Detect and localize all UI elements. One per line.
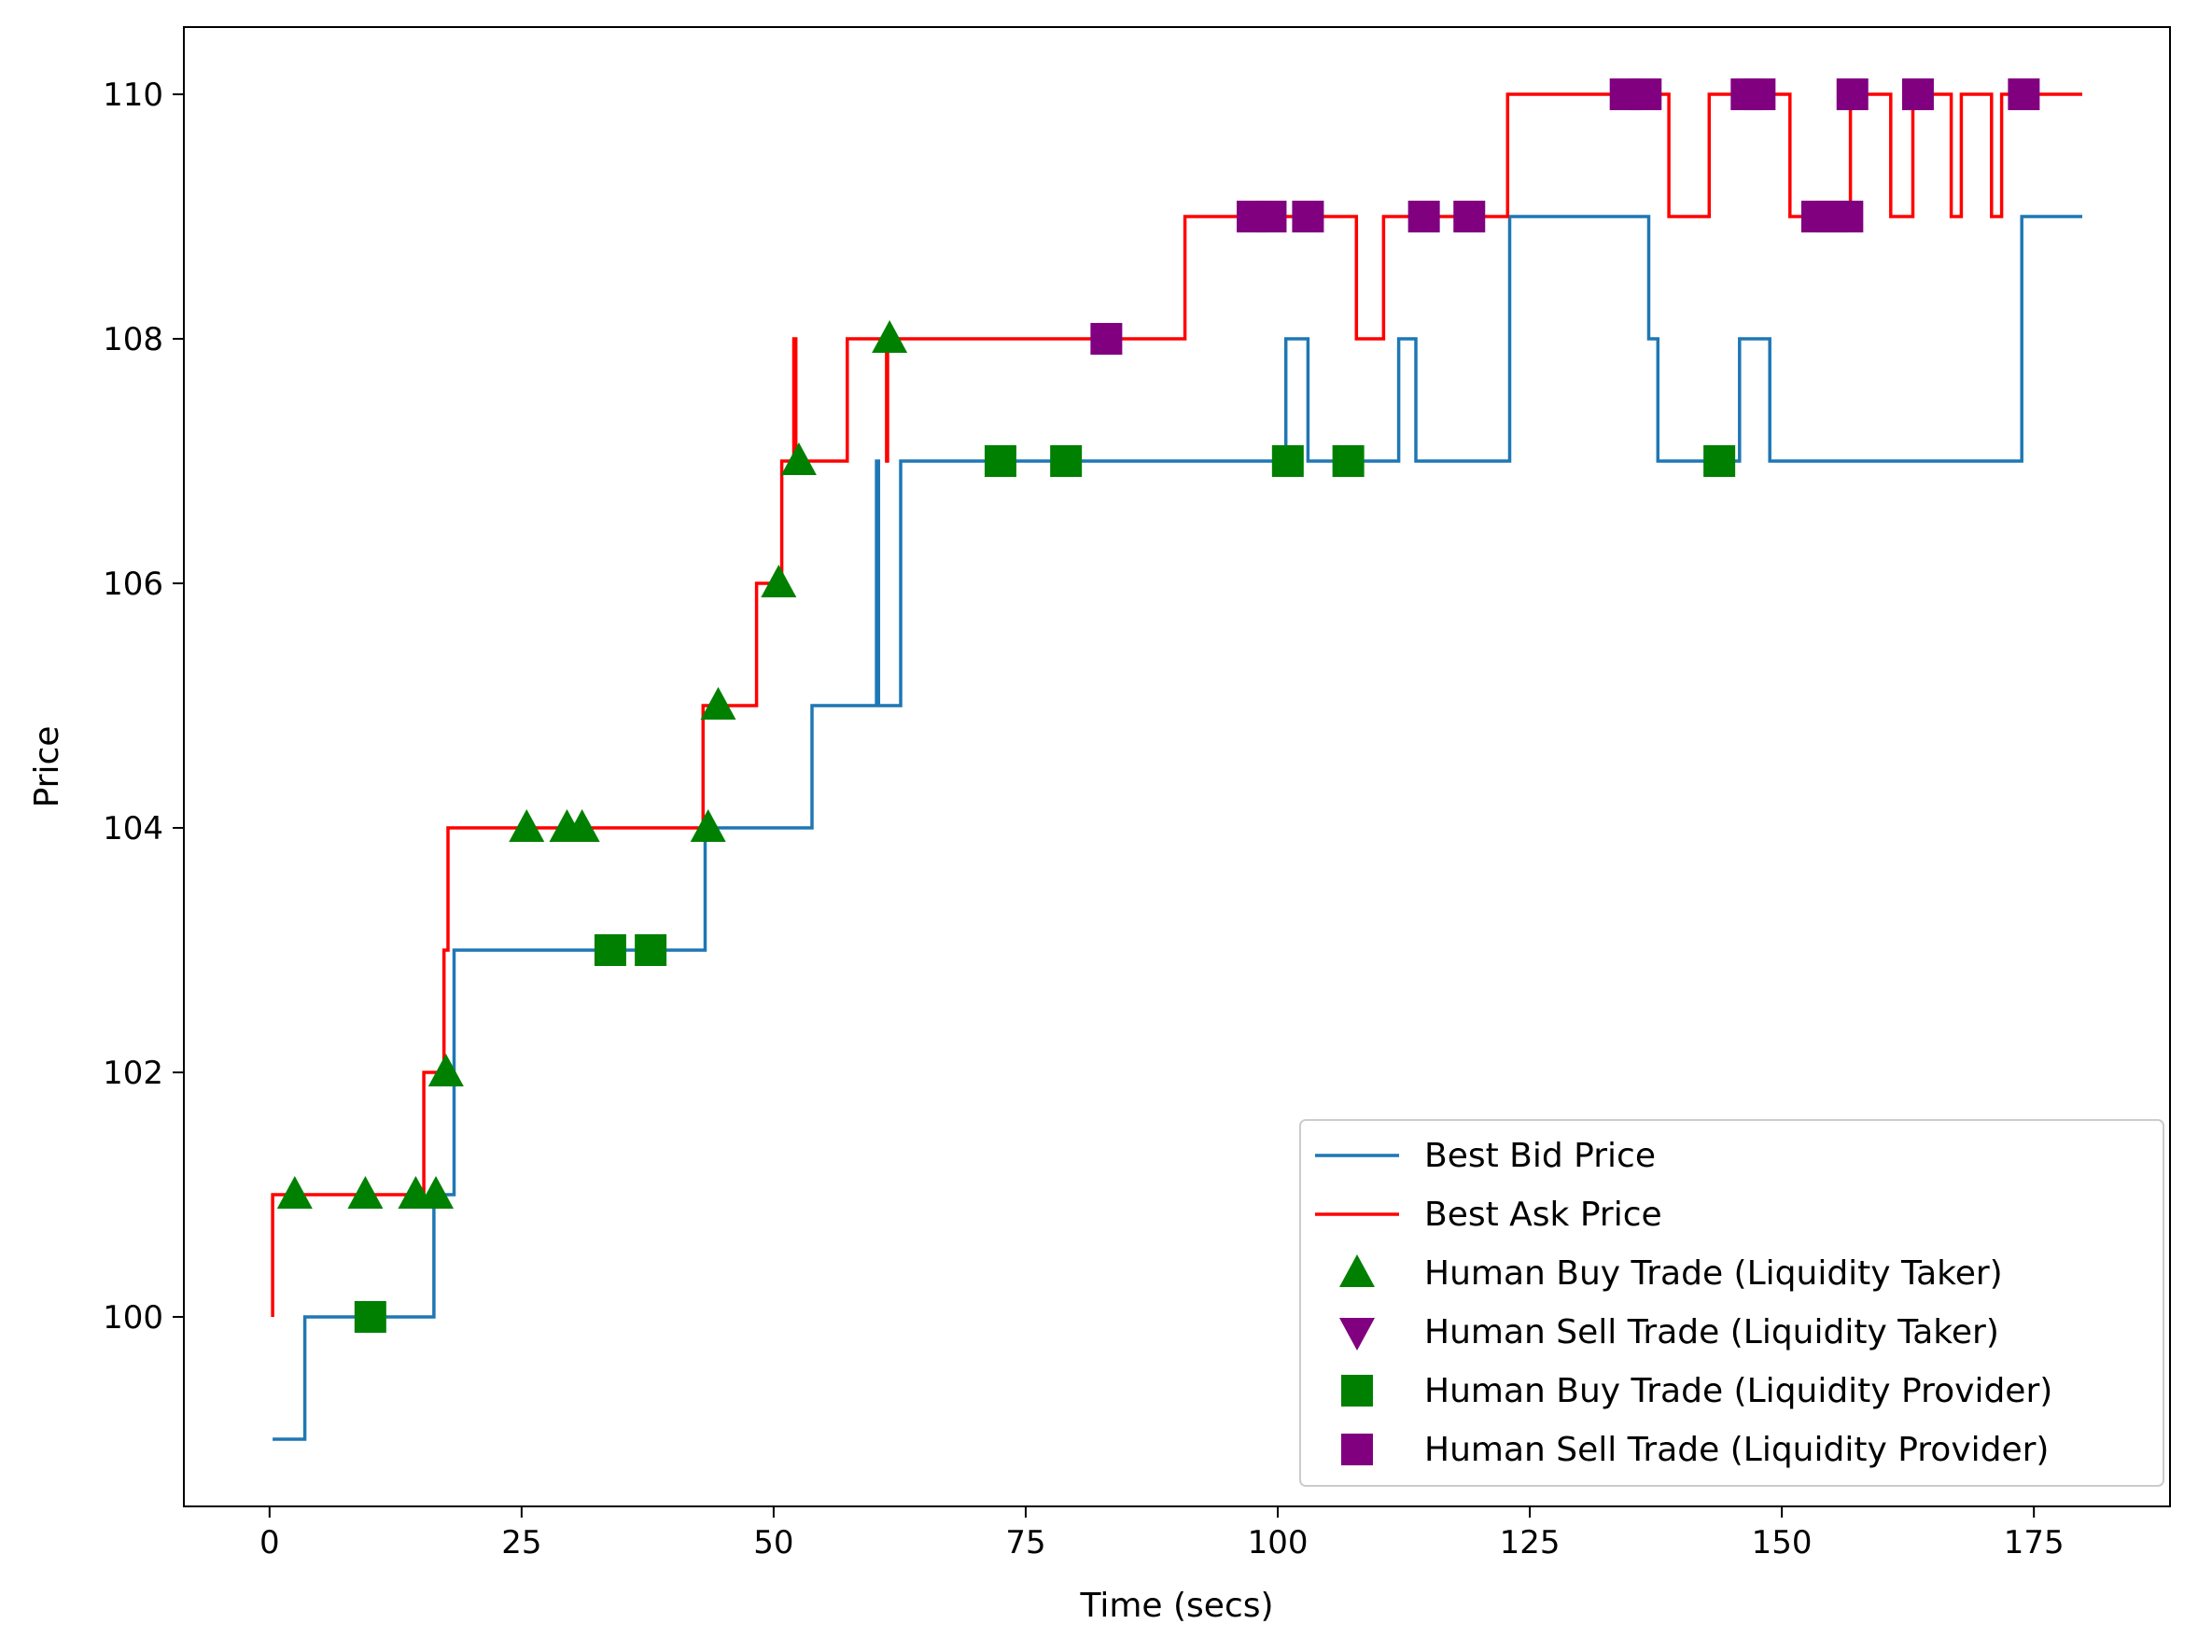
legend-box xyxy=(1299,1119,2164,1487)
legend-swatch-human-sell-trade-liquidity-taker xyxy=(1339,1318,1375,1351)
human-buy-trade-liquidity-taker-point xyxy=(872,320,908,354)
legend-swatch-human-buy-trade-liquidity-taker xyxy=(1339,1254,1375,1287)
x-tick-label: 125 xyxy=(1500,1524,1561,1561)
x-tick-label: 25 xyxy=(501,1524,541,1561)
human-sell-trade-liquidity-provider-point xyxy=(1453,201,1486,233)
human-buy-trade-liquidity-taker-point xyxy=(761,565,797,598)
human-sell-trade-liquidity-provider-point xyxy=(1831,201,1864,233)
legend-swatch-human-sell-trade-liquidity-provider xyxy=(1341,1434,1373,1465)
human-buy-trade-liquidity-taker-point xyxy=(276,1175,313,1209)
human-buy-trade-liquidity-taker-point xyxy=(564,808,600,842)
legend-label-best-bid-price: Best Bid Price xyxy=(1424,1137,1656,1175)
human-sell-trade-liquidity-provider-point xyxy=(1630,78,1662,111)
y-axis-label: Price xyxy=(28,726,66,808)
human-sell-trade-liquidity-provider-point xyxy=(1901,78,1934,111)
x-axis: 0 25 50 75 100 125 150 175 xyxy=(259,1506,2065,1561)
human-sell-trade-liquidity-provider-point xyxy=(1743,78,1776,111)
human-buy-trade-liquidity-taker-point xyxy=(690,808,726,842)
human-sell-trade-liquidity-provider-point xyxy=(1292,201,1324,233)
human-buy-trade-liquidity-provider-point xyxy=(1271,445,1304,478)
human-buy-trade-liquidity-taker-point xyxy=(427,1053,464,1086)
x-tick-label: 150 xyxy=(1752,1524,1813,1561)
y-tick-label: 100 xyxy=(103,1299,163,1337)
y-tick-label: 106 xyxy=(103,566,163,603)
human-buy-trade-liquidity-provider-point xyxy=(635,933,667,966)
human-buy-trade-liquidity-provider-point xyxy=(1050,445,1083,478)
human-sell-trade-liquidity-provider-point xyxy=(1407,201,1440,233)
y-tick-label: 104 xyxy=(103,810,163,847)
legend-label-best-ask-price: Best Ask Price xyxy=(1424,1196,1662,1234)
human-buy-trade-liquidity-provider-point xyxy=(984,445,1016,478)
legend-label-human-buy-trade-liquidity-taker: Human Buy Trade (Liquidity Taker) xyxy=(1424,1254,2003,1293)
human-buy-trade-liquidity-taker-point xyxy=(509,808,545,842)
human-buy-trade-liquidity-taker-point xyxy=(347,1175,384,1209)
legend-label-human-buy-trade-liquidity-provider: Human Buy Trade (Liquidity Provider) xyxy=(1424,1372,2052,1410)
plot-frame xyxy=(183,26,2171,1507)
x-tick-label: 175 xyxy=(2004,1524,2065,1561)
human-buy-trade-liquidity-provider-point xyxy=(1332,445,1365,478)
human-sell-trade-liquidity-provider-point xyxy=(1090,323,1123,356)
legend-swatch-human-buy-trade-liquidity-provider xyxy=(1341,1375,1373,1407)
marker-layer xyxy=(276,78,2040,1333)
legend-label-human-sell-trade-liquidity-provider: Human Sell Trade (Liquidity Provider) xyxy=(1424,1431,2049,1469)
y-tick-label: 110 xyxy=(103,77,163,114)
human-buy-trade-liquidity-provider-point xyxy=(594,933,626,966)
x-tick-label: 50 xyxy=(753,1524,793,1561)
human-buy-trade-liquidity-provider-point xyxy=(1703,445,1736,478)
human-sell-trade-liquidity-provider-point xyxy=(2008,78,2040,111)
y-tick-label: 108 xyxy=(103,321,163,358)
x-axis-label: Time (secs) xyxy=(1079,1587,1273,1625)
human-sell-trade-liquidity-provider-point xyxy=(1254,201,1287,233)
y-axis: 100 102 104 106 108 110 xyxy=(103,77,184,1337)
human-buy-trade-liquidity-taker-point xyxy=(418,1175,455,1209)
y-tick-label: 102 xyxy=(103,1055,163,1092)
human-sell-trade-liquidity-provider-point xyxy=(1836,78,1869,111)
x-tick-label: 75 xyxy=(1005,1524,1045,1561)
legend-label-human-sell-trade-liquidity-taker: Human Sell Trade (Liquidity Taker) xyxy=(1424,1313,1999,1351)
human-buy-trade-liquidity-taker-point xyxy=(700,687,736,721)
legend: Best Bid Price Best Ask Price Human Buy Tr… xyxy=(1299,1119,2164,1487)
x-tick-label: 0 xyxy=(259,1524,280,1561)
human-buy-trade-liquidity-taker-point xyxy=(780,442,817,476)
human-buy-trade-liquidity-provider-point xyxy=(354,1300,386,1333)
x-tick-label: 100 xyxy=(1248,1524,1309,1561)
